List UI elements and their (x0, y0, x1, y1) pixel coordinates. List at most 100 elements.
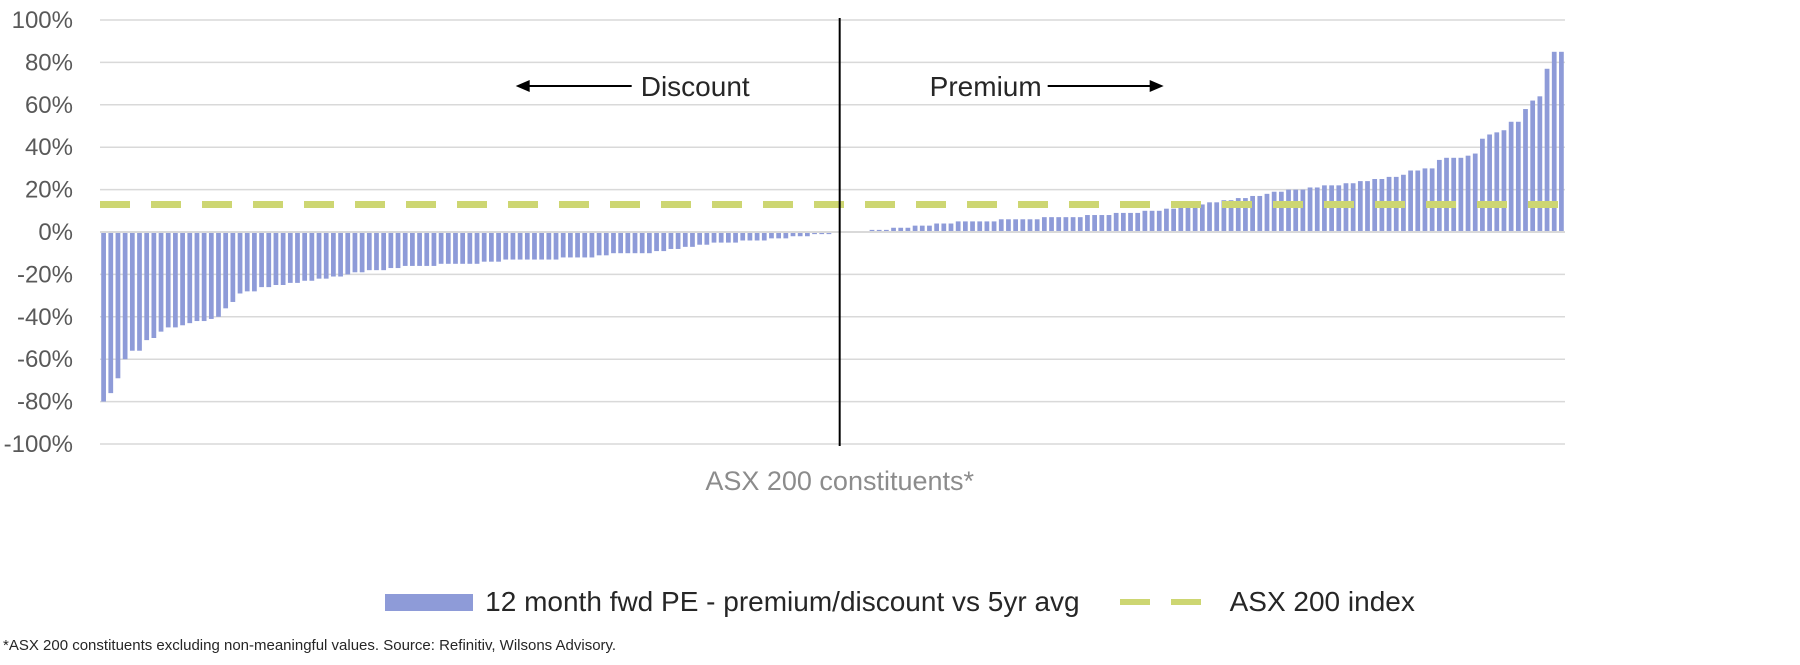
bar (1530, 100, 1536, 232)
bar (467, 232, 473, 264)
bar (941, 223, 947, 232)
bar (1278, 191, 1284, 232)
bar (410, 232, 415, 266)
y-tick-label: -100% (4, 431, 73, 458)
legend-dashed-swatch (1119, 599, 1216, 605)
bar (1472, 153, 1478, 232)
bar (230, 232, 236, 302)
bar (453, 232, 458, 264)
bar (539, 232, 545, 260)
bar (309, 232, 315, 281)
footnote: *ASX 200 constituents excluding non-mean… (3, 637, 617, 654)
bar (1336, 185, 1342, 232)
legend-bar-label: 12 month fwd PE - premium/discount vs 5y… (485, 586, 1080, 617)
bar (869, 229, 875, 232)
bar (374, 232, 379, 271)
bar (1178, 206, 1184, 232)
bar (1422, 168, 1428, 232)
bar (1436, 159, 1442, 232)
bar (1128, 212, 1133, 232)
bar (1444, 157, 1449, 232)
bar (805, 232, 810, 237)
bar (1207, 202, 1212, 232)
legend-item-bars: 12 month fwd PE - premium/discount vs 5y… (385, 586, 1080, 618)
bar (524, 232, 530, 260)
bar (366, 232, 372, 271)
bar (1494, 132, 1500, 232)
bar (1185, 206, 1191, 232)
bar (237, 232, 243, 294)
bar (1070, 217, 1076, 232)
bar (919, 225, 925, 232)
bar (596, 232, 602, 256)
bar (1293, 189, 1299, 232)
bar (208, 232, 214, 319)
bar (244, 232, 250, 292)
bar (812, 232, 817, 235)
bar (273, 232, 279, 285)
bar (898, 227, 904, 232)
bar (905, 227, 911, 232)
y-tick-label: 100% (12, 7, 73, 34)
bar (1077, 217, 1083, 232)
bar (359, 232, 365, 273)
bar (1027, 219, 1033, 232)
bar (568, 232, 573, 258)
bar (259, 232, 264, 288)
bar (295, 232, 300, 283)
bar (955, 221, 961, 232)
bar (474, 232, 480, 264)
bar (1487, 134, 1492, 232)
bar (1501, 130, 1507, 232)
bar (1020, 219, 1026, 232)
y-axis-ticks: 100% 80% 60% 40% 20% 0% -20% -40% -60% -80% -100% (4, 7, 73, 458)
bar (431, 232, 437, 266)
bar (726, 232, 731, 243)
bar (575, 232, 580, 258)
bar (797, 232, 803, 237)
bar (517, 232, 523, 260)
bar (704, 232, 710, 245)
bar (266, 232, 272, 288)
bar (589, 232, 595, 258)
bar (948, 223, 954, 232)
bar (302, 232, 308, 281)
discount-label: Discount (641, 71, 750, 102)
bar (546, 232, 552, 260)
bar (1092, 215, 1097, 232)
y-tick-label: 60% (25, 92, 73, 119)
bar (639, 232, 645, 254)
bar (438, 232, 444, 264)
bar (1515, 121, 1521, 232)
x-axis-label: ASX 200 constituents* (705, 466, 974, 496)
bar (496, 232, 501, 262)
bar (1099, 215, 1105, 232)
bar (1041, 217, 1047, 232)
bar (1508, 121, 1514, 232)
bar (891, 227, 896, 232)
y-tick-label: -80% (17, 389, 73, 416)
bar (331, 232, 336, 277)
bar (352, 232, 358, 273)
bar (1286, 189, 1291, 232)
bar (223, 232, 229, 309)
bar (1063, 217, 1069, 232)
bar (338, 232, 343, 277)
bar (151, 232, 157, 338)
bar (187, 232, 193, 324)
bar (445, 232, 451, 264)
bar (1156, 210, 1162, 232)
bar (1106, 215, 1112, 232)
bar (489, 232, 494, 262)
bar (1300, 189, 1306, 232)
bar (108, 232, 114, 394)
bar (280, 232, 286, 285)
bar (984, 221, 990, 232)
bar (819, 232, 825, 235)
bar (388, 232, 394, 269)
bar (618, 232, 624, 254)
bar (675, 232, 681, 249)
legend-bar-swatch (385, 593, 474, 611)
bar (1372, 179, 1378, 232)
bar (654, 232, 659, 252)
